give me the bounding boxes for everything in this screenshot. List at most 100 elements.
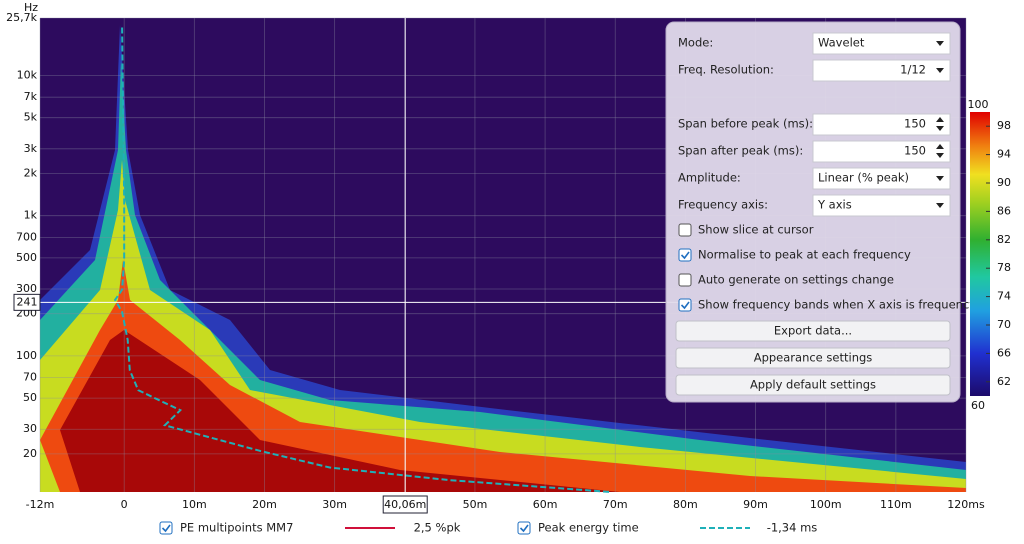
checkbox[interactable] (678, 298, 692, 312)
setting-label: Amplitude: (678, 171, 741, 185)
colorbar-label: 66 (997, 346, 1011, 359)
setting-value: Wavelet (818, 36, 865, 50)
setting-label: Span before peak (ms): (678, 117, 813, 131)
dropdown-arrow (936, 41, 944, 46)
checkbox[interactable] (678, 223, 692, 237)
x-tick-label: 50m (463, 498, 488, 511)
x-tick-label: 60m (533, 498, 558, 511)
x-tick-label: 120ms (947, 498, 985, 511)
colorbar-label: 100 (968, 98, 989, 111)
button[interactable] (675, 374, 951, 396)
checkmark (161, 524, 171, 533)
legend-checkbox[interactable] (517, 521, 531, 535)
checkmark (680, 251, 690, 260)
heatmap (40, 25, 966, 492)
cursor-y-box (13, 293, 41, 311)
y-tick-label: 3k (24, 142, 38, 155)
legend-checkbox[interactable] (159, 521, 173, 535)
colorbar-label: 94 (997, 148, 1011, 161)
y-tick-label: 25,7k (6, 11, 37, 24)
checkbox-label: Auto generate on settings change (698, 273, 894, 287)
y-axis-label: Hz (24, 1, 38, 14)
legend: PE multipoints MM7 2,5 %pk Peak energy tim… (159, 521, 818, 535)
peak-energy-line (113, 27, 611, 493)
setting-label: Freq. Resolution: (678, 63, 774, 77)
settings: Mode: Wavelet Freq. Resolution: 1/12 Span be… (675, 32, 976, 396)
colorbar-label: 74 (997, 290, 1011, 303)
button[interactable] (675, 347, 951, 369)
legend-value: -1,34 ms (767, 521, 818, 535)
spin-up[interactable] (936, 117, 944, 122)
button-label: Appearance settings (754, 351, 873, 365)
x-tick-label: 0 (121, 498, 128, 511)
checkmark (519, 524, 529, 533)
checkbox-label: Show slice at cursor (698, 223, 814, 237)
y-tick-label: 30 (23, 422, 37, 435)
y-tick-label: 500 (16, 251, 37, 264)
setting-label: Mode: (678, 36, 713, 50)
x-tick-label: 10m (182, 498, 207, 511)
x-tick-label: 100m (810, 498, 842, 511)
setting-label: Span after peak (ms): (678, 144, 803, 158)
cursor-x-label: 40,06m (384, 498, 426, 511)
colorbar-label: 62 (997, 375, 1011, 388)
spin-down[interactable] (936, 153, 944, 158)
checkmark (680, 301, 690, 310)
y-tick-label: 100 (16, 349, 37, 362)
dropdown-arrow (936, 68, 944, 73)
y-tick-label: 2k (24, 166, 38, 179)
dropdown-arrow (936, 176, 944, 181)
spin-down[interactable] (936, 126, 944, 131)
y-tick-label: 10k (17, 68, 38, 81)
setting-value: 150 (904, 117, 926, 131)
x-tick-label: 90m (743, 498, 768, 511)
button-label: Apply default settings (750, 378, 876, 392)
y-tick-label: 7k (24, 90, 38, 103)
dropdown[interactable] (812, 167, 951, 190)
button[interactable] (675, 320, 951, 342)
legend-value: 2,5 %pk (414, 521, 461, 535)
dropdown[interactable] (812, 59, 951, 82)
setting-value: Linear (% peak) (818, 171, 909, 185)
x-tick-label: 110m (880, 498, 912, 511)
checkbox-label: Normalise to peak at each frequency (698, 248, 911, 262)
y-tick-label: 5k (24, 111, 38, 124)
colorbar (970, 112, 990, 396)
setting-value: Y axis (817, 198, 852, 212)
cursor-y-label: 241 (17, 295, 38, 308)
checkbox[interactable] (678, 248, 692, 262)
spin-up[interactable] (936, 144, 944, 149)
checkbox[interactable] (678, 273, 692, 287)
checkbox-label: Show frequency bands when X axis is freq… (698, 298, 976, 312)
setting-label: Frequency axis: (678, 198, 768, 212)
colorbar-label: 78 (997, 261, 1011, 274)
colorbar-label: 60 (971, 399, 985, 412)
y-tick-label: 20 (23, 447, 37, 460)
y-tick-label: 50 (23, 391, 37, 404)
y-tick-label: 700 (16, 230, 37, 243)
dropdown[interactable] (812, 32, 951, 55)
legend-name: Peak energy time (538, 521, 639, 535)
colorbar-label: 82 (997, 233, 1011, 246)
spinner[interactable] (812, 113, 951, 136)
spinner[interactable] (812, 140, 951, 163)
colorbar-label: 70 (997, 318, 1011, 331)
dropdown[interactable] (812, 194, 951, 217)
x-tick-label: -12m (26, 498, 55, 511)
x-tick-label: 70m (603, 498, 628, 511)
setting-value: 150 (904, 144, 926, 158)
y-tick-label: 70 (23, 371, 37, 384)
x-tick-label: 30m (322, 498, 347, 511)
y-tick-label: 300 (16, 282, 37, 295)
colorbar-label: 90 (997, 176, 1011, 189)
x-tick-label: 80m (673, 498, 698, 511)
dropdown-arrow (936, 203, 944, 208)
cursor-x-box (382, 495, 428, 514)
legend-name: PE multipoints MM7 (180, 521, 293, 535)
x-tick-label: 20m (252, 498, 277, 511)
colorbar-label: 98 (997, 119, 1011, 132)
y-tick-label: 1k (24, 209, 38, 222)
